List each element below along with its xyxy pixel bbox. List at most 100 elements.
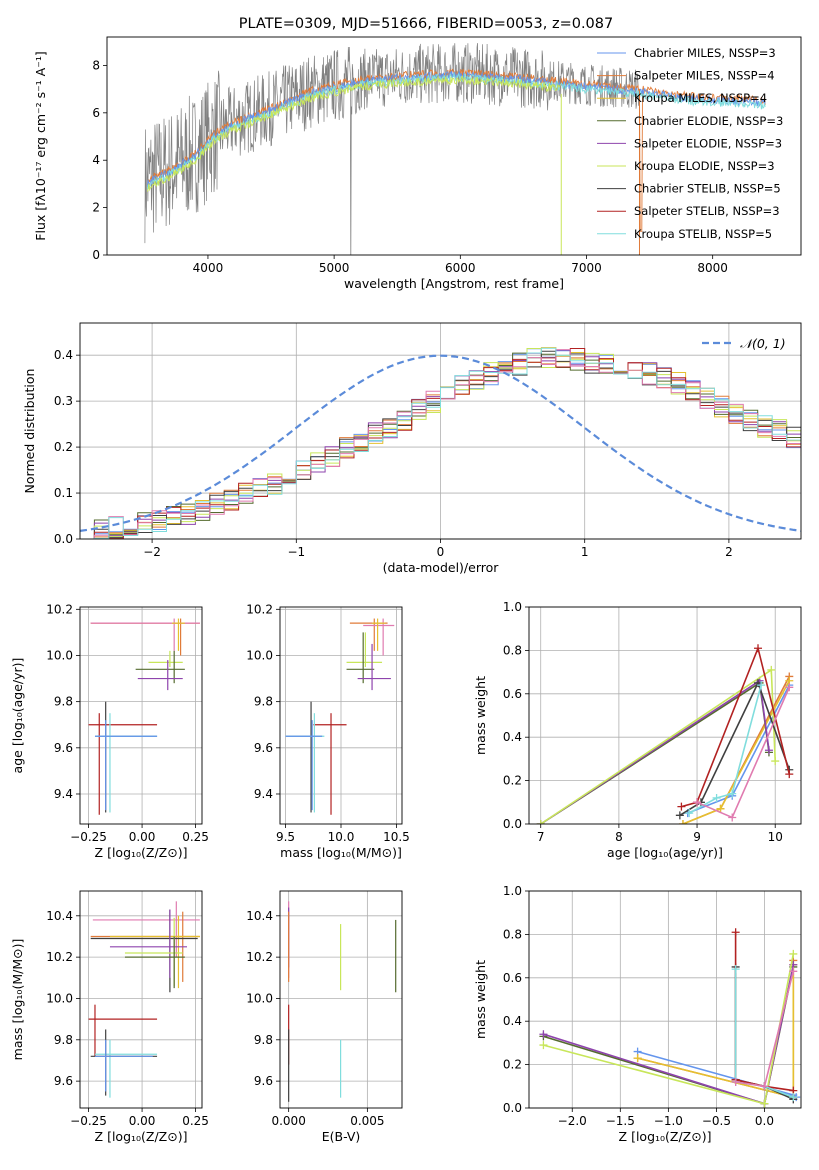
model-spectrum-3	[146, 75, 561, 192]
y-tick-label: 2	[92, 201, 100, 215]
x-tick-label: 0.005	[350, 1114, 384, 1128]
weight-marker	[677, 802, 686, 811]
x-tick-label: 8000	[697, 261, 728, 275]
age_vs_Z-frame	[79, 606, 203, 825]
histogram-series	[80, 349, 801, 539]
y-tick-label: 10.2	[46, 950, 73, 964]
legend-label: Chabrier MILES, NSSP=3	[634, 46, 776, 60]
x-tick-label: 5000	[319, 261, 350, 275]
weight_vs_age-frame	[528, 606, 802, 825]
legend-label: Salpeter STELIB, NSSP=3	[634, 204, 780, 218]
histogram-series	[80, 347, 801, 539]
weight-line	[679, 680, 791, 816]
weight-marker	[731, 965, 740, 974]
spectrum-axes: 4000 5000 6000 7000 8000 0 2 4 6 8 wavelength [Ang…	[33, 51, 728, 291]
y-tick-label: 10.4	[46, 909, 73, 923]
normal-curve	[80, 354, 801, 532]
x-axis-label: E(B-V)	[322, 1129, 361, 1144]
x-tick-label: 0	[437, 545, 445, 559]
weight-marker	[685, 809, 694, 818]
spectrum-lines	[144, 43, 766, 255]
weight-line	[540, 679, 770, 824]
weight-line	[540, 681, 770, 824]
weight-marker	[785, 770, 794, 779]
y-tick-label: 0.0	[503, 1101, 522, 1115]
x-tick-label: 10	[768, 830, 783, 844]
x-tick-label: 9.5	[276, 830, 295, 844]
y-tick-label: 9.8	[254, 1033, 273, 1047]
x-tick-label: 0.25	[182, 1114, 209, 1128]
x-tick-label: −0.5	[702, 1114, 731, 1128]
y-tick-label: 0.6	[503, 971, 522, 985]
x-tick-label: 2	[725, 545, 733, 559]
y-tick-label: 1.0	[503, 600, 522, 614]
y-tick-label: 4	[92, 153, 100, 167]
weight_vs_Z-axes: −2.0 −1.5 −1.0 −0.5 0.0 0.0 0.2 0.4 0.6 0.8 1.0 Z […	[473, 884, 801, 1144]
y-tick-label: 0.1	[54, 486, 73, 500]
y-tick-label: 9.4	[254, 787, 273, 801]
legend-label: Salpeter MILES, NSSP=4	[634, 69, 775, 83]
weight-marker	[789, 1093, 798, 1102]
y-axis-label: mass [log₁₀(M/M⊙)]	[10, 939, 25, 1061]
mass_vs_Z-points	[88, 901, 200, 1098]
legend-label: 𝒩(0, 1)	[740, 336, 786, 351]
y-axis-label: mass weight	[473, 960, 488, 1039]
y-tick-label: 9.8	[54, 695, 73, 709]
x-tick-label: 10.0	[328, 830, 355, 844]
x-tick-label: 9	[693, 830, 701, 844]
y-tick-label: 0.4	[503, 730, 522, 744]
spectrum-frame	[106, 36, 802, 256]
weight-line	[681, 645, 791, 808]
x-axis-label: Z [log₁₀(Z/Z⊙)]	[619, 1129, 712, 1144]
mass_vs_ebv-points	[288, 901, 397, 1102]
y-tick-label: 10.0	[246, 991, 273, 1005]
x-tick-label: −0.25	[70, 830, 107, 844]
y-tick-label: 10.0	[46, 991, 73, 1005]
y-tick-label: 0.8	[503, 927, 522, 941]
x-axis-label: Z [log₁₀(Z/Z⊙)]	[95, 845, 188, 860]
x-tick-label: −2	[143, 545, 161, 559]
y-tick-label: 10.4	[246, 909, 273, 923]
y-axis-label: age [log₁₀(age/yr)]	[10, 658, 25, 774]
x-axis-label: wavelength [Angstrom, rest frame]	[344, 276, 564, 291]
y-tick-label: 9.6	[54, 1074, 73, 1088]
x-tick-label: 0.000	[271, 1114, 305, 1128]
weight-marker	[785, 683, 794, 692]
histogram-series	[80, 347, 801, 539]
mass_vs_ebv-axes: 0.000 0.005 9.6 9.8 10.0 10.2 10.4 E(B-V)	[246, 891, 402, 1144]
legend-label: Chabrier ELODIE, NSSP=3	[634, 114, 783, 128]
weight-marker	[767, 665, 776, 674]
weight-marker	[760, 1099, 769, 1108]
legend-label: Kroupa MILES, NSSP=4	[634, 91, 767, 105]
y-axis-label: Flux [fλ10⁻¹⁷ erg cm⁻² s⁻¹ A⁻¹]	[33, 51, 48, 240]
legend-label: Kroupa STELIB, NSSP=5	[634, 227, 772, 241]
x-tick-label: 10.5	[383, 830, 410, 844]
x-axis-label: (data-model)/error	[383, 560, 500, 575]
weight-marker	[712, 793, 721, 802]
mass_vs_ebv-frame	[279, 890, 403, 1109]
weight-marker	[716, 804, 725, 813]
y-tick-label: 10.0	[46, 648, 73, 662]
y-axis-label: mass weight	[473, 676, 488, 755]
legend-label: Kroupa ELODIE, NSSP=3	[634, 159, 775, 173]
weight-marker	[539, 1030, 548, 1039]
histogram-frame	[79, 322, 802, 540]
weight-marker	[728, 789, 737, 798]
y-tick-label: 9.6	[254, 1074, 273, 1088]
y-tick-label: 10.2	[246, 950, 273, 964]
weight-marker	[693, 798, 702, 807]
x-tick-label: 8	[615, 830, 623, 844]
weight-marker	[760, 1082, 769, 1091]
weight-marker	[789, 949, 798, 958]
x-tick-label: 0.0	[755, 1114, 774, 1128]
y-tick-label: 0.2	[54, 440, 73, 454]
weight-marker	[536, 820, 545, 824]
x-tick-label: 1	[581, 545, 589, 559]
x-tick-label: 0.00	[129, 1114, 156, 1128]
y-tick-label: 0.4	[503, 1014, 522, 1028]
age_vs_Z-points	[88, 618, 200, 815]
x-tick-label: −2.0	[558, 1114, 587, 1128]
x-tick-label: 6000	[445, 261, 476, 275]
x-tick-label: 0.25	[182, 830, 209, 844]
